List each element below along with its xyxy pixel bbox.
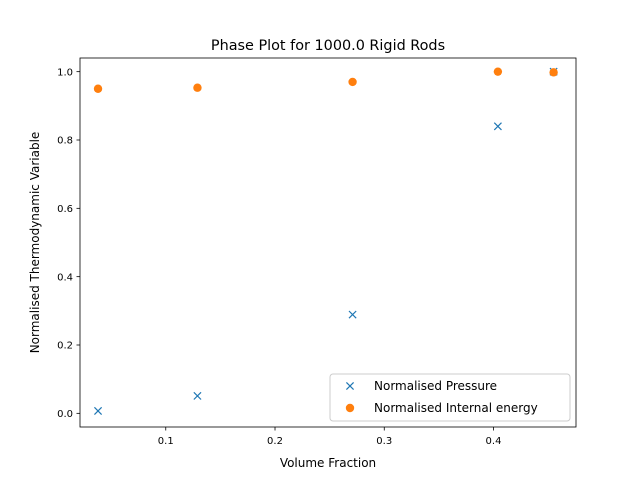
x-axis-label: Volume Fraction bbox=[280, 456, 376, 470]
internal-energy-point bbox=[549, 68, 558, 77]
legend-marker-internal-energy bbox=[345, 403, 355, 413]
y-axis-ticks: 0.0 0.2 0.4 0.6 0.8 1.0 bbox=[57, 67, 80, 420]
pressure-point bbox=[94, 406, 103, 415]
plot-frame bbox=[79, 57, 577, 428]
x-tick-label: 0.4 bbox=[486, 436, 502, 447]
legend: Normalised Pressure Normalised Internal … bbox=[329, 373, 571, 422]
x-axis-ticks: 0.1 0.2 0.3 0.4 bbox=[158, 427, 502, 447]
pressure-point bbox=[493, 122, 502, 131]
y-tick-label: 0.6 bbox=[57, 204, 73, 215]
internal-energy-point bbox=[493, 67, 503, 76]
internal-energy-point bbox=[348, 77, 357, 87]
y-tick-label: 0.4 bbox=[57, 272, 73, 283]
legend-dot-marker bbox=[345, 403, 355, 413]
internal-energy-point bbox=[193, 83, 202, 92]
y-tick-label: 0.2 bbox=[57, 341, 73, 352]
x-tick-label: 0.1 bbox=[158, 436, 174, 447]
y-tick-label: 1.0 bbox=[57, 67, 73, 78]
y-axis-label: Normalised Thermodynamic Variable bbox=[28, 132, 42, 354]
legend-label-internal-energy: Normalised Internal energy bbox=[374, 401, 538, 415]
y-tick-label: 0.8 bbox=[57, 136, 73, 147]
pressure-point bbox=[348, 310, 357, 319]
internal-energy-point bbox=[93, 84, 103, 93]
legend-box bbox=[329, 373, 571, 422]
y-tick-label: 0.0 bbox=[57, 409, 73, 420]
data-markers bbox=[93, 67, 558, 415]
legend-marker-pressure bbox=[345, 381, 355, 391]
x-tick-label: 0.3 bbox=[376, 436, 392, 447]
chart-title: Phase Plot for 1000.0 Rigid Rods bbox=[211, 38, 445, 54]
pressure-point bbox=[193, 391, 202, 400]
legend-label-pressure: Normalised Pressure bbox=[374, 379, 497, 393]
x-tick-label: 0.2 bbox=[267, 436, 283, 447]
legend-x-marker bbox=[345, 381, 355, 391]
